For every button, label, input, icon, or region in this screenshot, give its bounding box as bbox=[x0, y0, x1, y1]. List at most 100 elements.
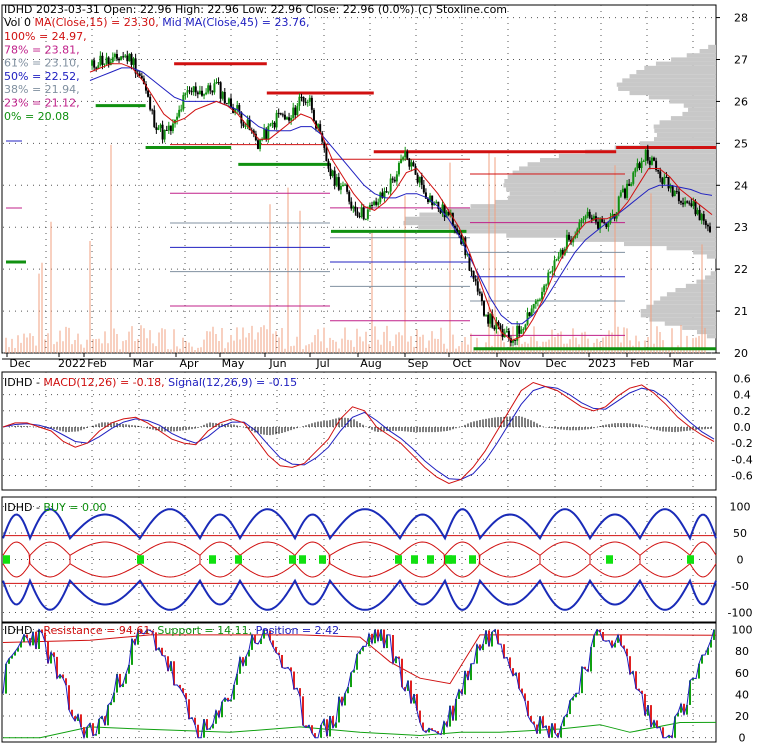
candle-body bbox=[559, 249, 562, 257]
fib-label-1: 78% = 23.81, bbox=[4, 43, 80, 56]
x-label-6: Jun bbox=[268, 357, 286, 370]
candle-body bbox=[105, 57, 108, 64]
volume-profile-bar bbox=[419, 212, 716, 217]
candle-body bbox=[684, 201, 687, 205]
candle-body bbox=[538, 299, 541, 301]
candle-body bbox=[700, 214, 703, 221]
candle-body bbox=[402, 157, 405, 160]
volume-profile-bar bbox=[708, 44, 716, 50]
candle-body bbox=[341, 184, 344, 186]
candle-body bbox=[263, 128, 266, 140]
candle-body bbox=[640, 161, 643, 169]
candle-body bbox=[557, 256, 560, 259]
candle-body bbox=[458, 233, 461, 236]
buy-outer-up bbox=[2, 508, 717, 541]
price-ytick-label-1: 21 bbox=[734, 305, 748, 318]
candle-body bbox=[163, 129, 166, 140]
candle-body bbox=[344, 184, 347, 186]
price-ytick-label-5: 25 bbox=[734, 137, 748, 150]
candle-body bbox=[468, 254, 471, 271]
candle-body bbox=[354, 206, 357, 212]
candle-body bbox=[321, 133, 324, 142]
resist-title-part-0: IDHD - bbox=[4, 624, 43, 637]
x-label-12: Dec bbox=[545, 357, 566, 370]
candle-body bbox=[694, 201, 697, 215]
resist-title: IDHD - Resistance = 94.61, Support = 14.… bbox=[4, 624, 339, 637]
candle-body bbox=[310, 97, 313, 110]
candle-body bbox=[677, 191, 680, 202]
fib-label-0: 100% = 24.97, bbox=[4, 30, 87, 43]
macd-panel-frame bbox=[1, 371, 717, 491]
volume-profile-bar bbox=[666, 292, 716, 297]
candle-body bbox=[120, 56, 123, 61]
candle-body bbox=[424, 192, 427, 199]
price-ytick-label-4: 24 bbox=[734, 179, 748, 192]
buy-title-part-1: BUY = 0.00 bbox=[43, 501, 106, 514]
resist-ytick-0: 100 bbox=[732, 623, 753, 636]
candle-body bbox=[306, 101, 309, 103]
volume-profile-bar bbox=[640, 313, 716, 318]
candle-body bbox=[657, 169, 660, 172]
candle-body bbox=[626, 183, 629, 198]
candle-body bbox=[118, 58, 121, 61]
resist-title-part-1: Resistance = 94.61, bbox=[43, 624, 157, 637]
x-label-4: Apr bbox=[179, 357, 199, 370]
volume-profile-bar bbox=[664, 321, 716, 326]
candle-body bbox=[275, 112, 278, 128]
volume-profile-bar bbox=[585, 149, 716, 154]
candle-body bbox=[404, 151, 407, 158]
volume-profile-bar bbox=[567, 237, 716, 242]
candle-body bbox=[312, 109, 315, 122]
volume-profile-bar bbox=[623, 241, 716, 247]
candle-body bbox=[238, 105, 241, 113]
buy-signal-12 bbox=[469, 555, 476, 564]
candle-body bbox=[346, 184, 349, 192]
candle-body bbox=[122, 56, 125, 58]
candle-body bbox=[288, 117, 291, 121]
candle-body bbox=[628, 183, 631, 186]
candle-body bbox=[236, 105, 239, 109]
candle-body bbox=[431, 195, 434, 206]
candle-body bbox=[360, 207, 363, 217]
candle-body bbox=[144, 84, 147, 91]
candle-body bbox=[138, 73, 141, 76]
price-ytick-label-2: 22 bbox=[734, 263, 748, 276]
candle-body bbox=[285, 117, 288, 120]
volume-profile-bar bbox=[503, 183, 716, 188]
candle-body bbox=[99, 55, 102, 66]
candle-body bbox=[184, 92, 187, 96]
candle-body bbox=[686, 201, 689, 203]
candle-body bbox=[634, 168, 637, 173]
volume-profile-bar bbox=[527, 162, 716, 167]
volume-profile-bar bbox=[685, 283, 716, 289]
candle-body bbox=[497, 321, 500, 326]
buy-ytick-4: -100 bbox=[728, 606, 753, 619]
candle-body bbox=[567, 234, 570, 240]
volume-profile-bar bbox=[669, 99, 716, 104]
candle-body bbox=[682, 202, 685, 205]
candle-body bbox=[261, 139, 264, 141]
x-label-10: Oct bbox=[452, 357, 472, 370]
x-label-13: 2023 bbox=[588, 357, 616, 370]
candle-body bbox=[335, 177, 338, 186]
candle-body bbox=[283, 114, 286, 120]
candle-body bbox=[101, 55, 104, 65]
candle-body bbox=[389, 178, 392, 192]
volume-profile-bar bbox=[671, 57, 716, 62]
candle-body bbox=[325, 148, 328, 162]
price-ytick-label-0: 20 bbox=[734, 347, 748, 360]
candle-body bbox=[526, 312, 529, 325]
candle-body bbox=[302, 97, 305, 102]
volume-profile-bar bbox=[644, 65, 716, 70]
resist-ytick-2: 60 bbox=[735, 667, 749, 680]
macd-title: IDHD - MACD(12,26) = -0.18, Signal(12,26… bbox=[4, 376, 297, 389]
candle-body bbox=[130, 53, 133, 65]
candle-body bbox=[580, 220, 583, 223]
candle-body bbox=[379, 192, 382, 203]
candle-body bbox=[650, 157, 653, 165]
candle-body bbox=[209, 85, 212, 91]
candle-body bbox=[416, 174, 419, 183]
candle-body bbox=[607, 222, 610, 228]
buy-ytick-2: 0 bbox=[737, 554, 744, 567]
